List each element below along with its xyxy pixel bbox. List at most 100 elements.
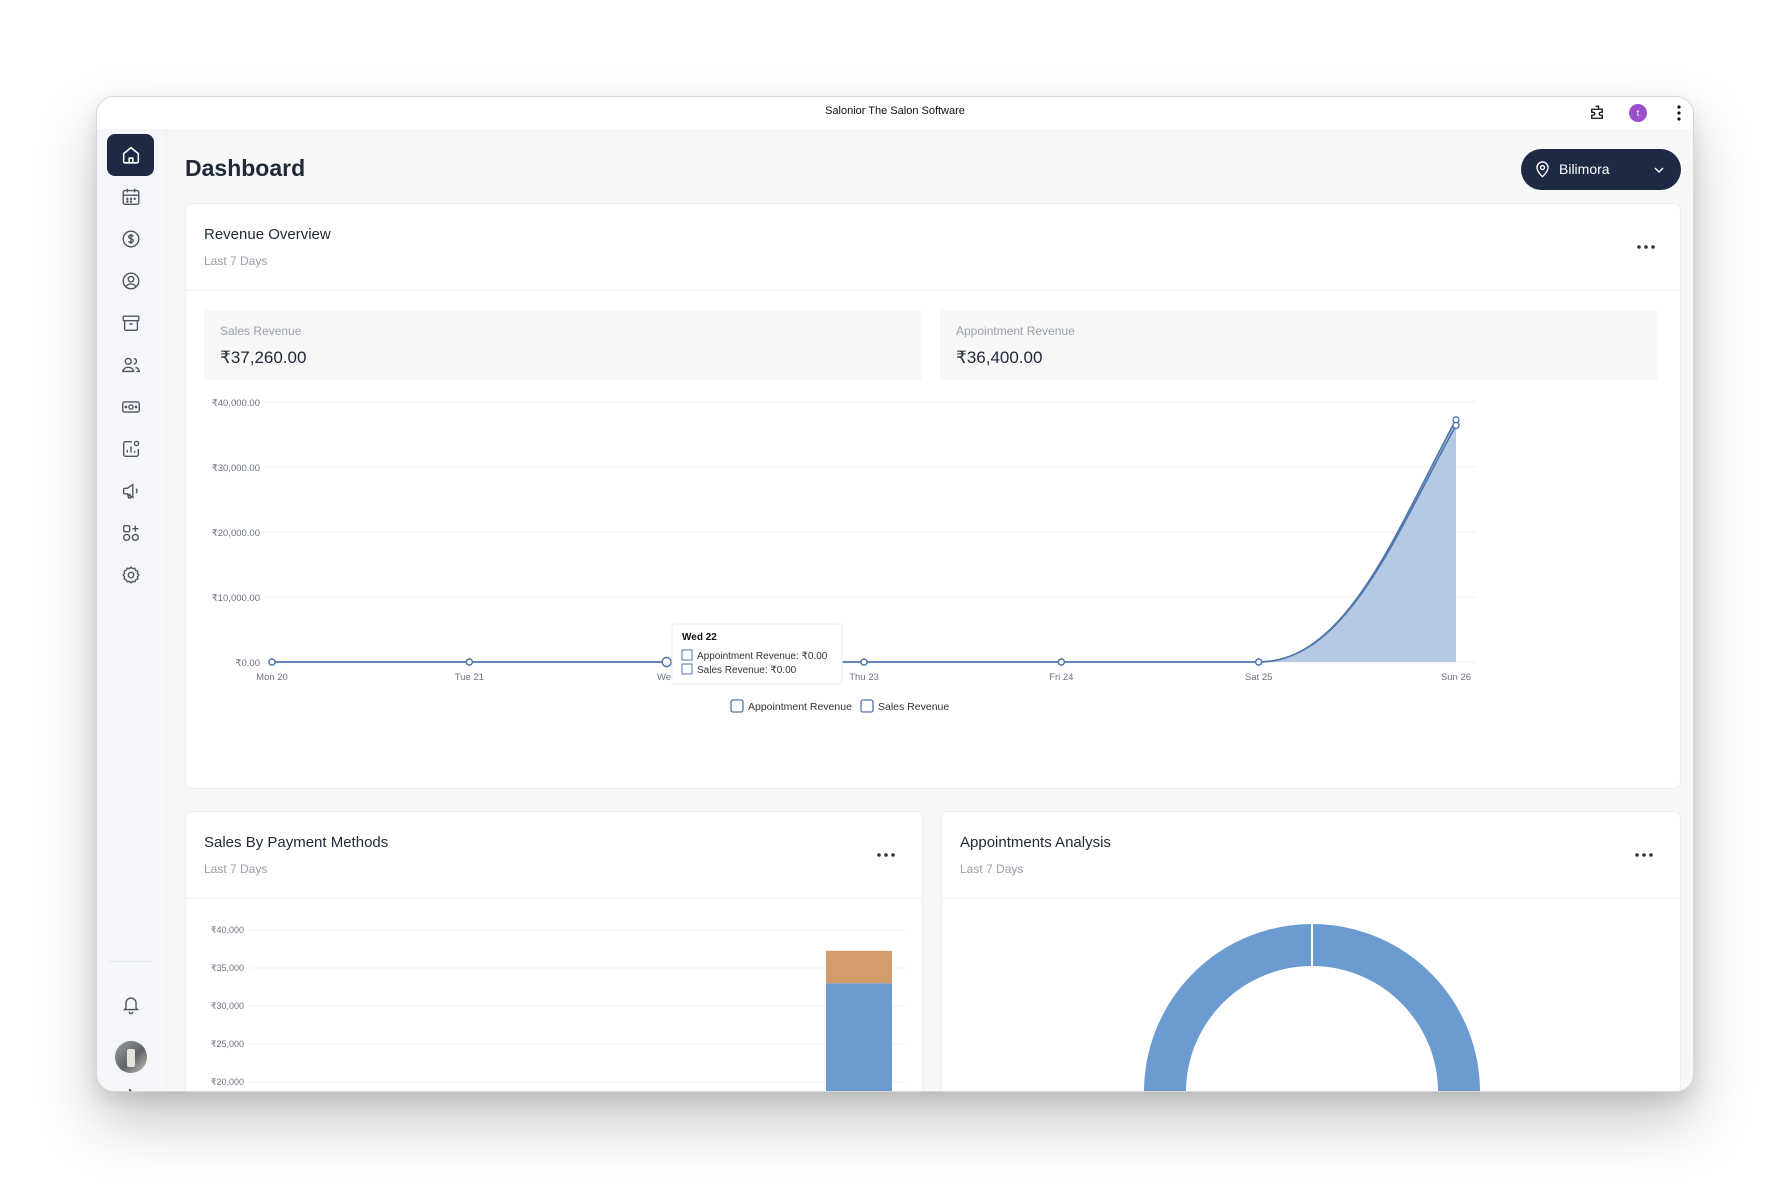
revenue-overview-card: Revenue Overview Last 7 Days Sales Reven…	[185, 203, 1681, 789]
tooltip-title: Wed 22	[682, 632, 717, 643]
y-tick-label: ₹35,000	[211, 963, 244, 973]
x-tick-label: Sat 25	[1245, 672, 1272, 683]
appointment-point	[860, 658, 868, 666]
card-divider	[186, 290, 1680, 291]
card-divider	[186, 898, 922, 899]
appointment-point	[1254, 658, 1263, 666]
sidebar-item-apps[interactable]	[107, 512, 154, 554]
appointments-donut-chart	[1144, 924, 1480, 1091]
revenue-area-chart: ₹0.00 ₹10,000.00 ₹20,000.00 ₹30,000.00 ₹40,0…	[212, 398, 1476, 713]
sidebar-item-sales[interactable]	[107, 218, 154, 260]
more-horizontal-icon[interactable]	[1636, 244, 1656, 250]
x-tick-label: Thu 23	[849, 672, 879, 683]
y-tick-label: ₹0.00	[235, 658, 260, 669]
stat-value: ₹37,260.00	[220, 348, 307, 367]
card-title: Sales By Payment Methods	[204, 834, 389, 851]
x-tick-label: Sun 26	[1441, 672, 1471, 683]
more-horizontal-icon[interactable]	[876, 852, 896, 858]
tooltip-line: Appointment Revenue: ₹0.00	[697, 651, 828, 662]
x-tick-label: Fri 24	[1049, 672, 1073, 683]
sidebar-item-staff[interactable]	[107, 344, 154, 386]
bell-icon	[122, 997, 139, 1015]
sidebar-item-home[interactable]	[107, 134, 154, 176]
appointments-analysis-card: Appointments Analysis Last 7 Days	[941, 811, 1681, 1091]
profile-avatar[interactable]: t	[1629, 104, 1647, 122]
map-pin-icon	[1536, 161, 1549, 178]
more-vertical-icon[interactable]	[1674, 104, 1684, 122]
home-icon	[122, 146, 139, 164]
users-icon	[121, 357, 140, 373]
apps-add-icon	[122, 524, 139, 542]
sales-revenue-stat: Sales Revenue ₹37,260.00	[204, 310, 922, 380]
appointment-point	[1057, 658, 1066, 666]
window-title: Salonior The Salon Software	[825, 105, 965, 117]
tooltip-swatch	[681, 649, 693, 661]
card-subtitle: Last 7 Days	[960, 862, 1024, 876]
location-label: Bilimora	[1559, 161, 1610, 177]
sidebar	[97, 129, 167, 1091]
bar-segment	[826, 983, 892, 1091]
donut-slice	[1144, 924, 1480, 1091]
series-line-appointment	[272, 425, 1457, 663]
settings-icon	[121, 566, 140, 584]
user-circle-icon	[122, 272, 139, 290]
y-tick-label: ₹30,000	[211, 1001, 244, 1011]
report-icon	[122, 440, 139, 458]
dollar-icon	[122, 230, 139, 248]
stat-label: Appointment Revenue	[956, 324, 1075, 338]
y-tick-label: ₹10,000.00	[212, 593, 260, 604]
sidebar-item-marketing[interactable]	[107, 470, 154, 512]
archive-box-icon	[122, 315, 139, 332]
title-bar: Salonior The Salon Software t	[97, 97, 1693, 129]
y-tick-label: ₹20,000	[211, 1077, 244, 1087]
card-title: Revenue Overview	[204, 226, 331, 243]
sidebar-item-inventory[interactable]	[107, 302, 154, 344]
page-title: Dashboard	[185, 155, 306, 181]
sidebar-expand-button[interactable]	[107, 1073, 154, 1091]
card-subtitle: Last 7 Days	[204, 254, 268, 268]
megaphone-icon	[122, 483, 138, 499]
y-tick-label: ₹20,000.00	[212, 528, 260, 539]
payment-methods-card: Sales By Payment Methods Last 7 Days ₹20…	[185, 811, 923, 1091]
area-fill	[272, 419, 1456, 662]
chevron-down-icon	[1654, 167, 1664, 173]
series-line-sales	[272, 419, 1457, 663]
sidebar-item-clients[interactable]	[107, 260, 154, 302]
chart-legend: Appointment Revenue Sales Revenue	[730, 699, 949, 713]
appointment-revenue-stat: Appointment Revenue ₹36,400.00	[940, 310, 1658, 380]
more-horizontal-icon[interactable]	[1634, 852, 1654, 858]
card-divider	[942, 898, 1680, 899]
bar-segment	[826, 950, 892, 984]
payment-stacked-bar-chart: ₹20,000 ₹25,000 ₹30,000 ₹35,000 ₹40,000	[211, 925, 906, 1091]
x-tick-label: Mon 20	[256, 672, 288, 683]
x-tick-label: Tue 21	[455, 672, 484, 683]
extension-puzzle-icon[interactable]	[1588, 104, 1606, 122]
appointment-point	[1452, 421, 1460, 430]
appointment-point	[465, 658, 474, 666]
chevron-right-icon	[128, 1088, 132, 1091]
appointment-point	[661, 656, 672, 668]
card-subtitle: Last 7 Days	[204, 862, 268, 876]
y-tick-label: ₹25,000	[211, 1039, 244, 1049]
user-avatar[interactable]	[115, 1041, 147, 1073]
legend-swatch	[730, 699, 744, 713]
sidebar-item-settings[interactable]	[107, 554, 154, 596]
app-window: Salonior The Salon Software t	[96, 96, 1694, 1092]
y-tick-label: ₹40,000	[211, 925, 244, 935]
main-content: Dashboard Bilimora Revenue Overview Last…	[167, 129, 1693, 1091]
appointment-point	[268, 658, 276, 666]
tooltip-swatch	[681, 663, 693, 675]
card-title: Appointments Analysis	[960, 834, 1111, 851]
y-tick-label: ₹30,000.00	[212, 463, 260, 474]
calendar-icon	[122, 188, 139, 206]
sidebar-item-payments[interactable]	[107, 386, 154, 428]
chart-tooltip: Wed 22 Appointment Revenue: ₹0.00 Sales Re…	[671, 623, 843, 685]
sidebar-item-calendar[interactable]	[107, 176, 154, 218]
sidebar-item-notifications[interactable]	[107, 983, 154, 1025]
stat-value: ₹36,400.00	[956, 348, 1043, 367]
location-selector[interactable]: Bilimora	[1521, 149, 1681, 190]
sidebar-item-reports[interactable]	[107, 428, 154, 470]
cash-icon	[121, 401, 140, 413]
stat-label: Sales Revenue	[220, 324, 302, 338]
legend-label: Sales Revenue	[878, 701, 949, 713]
